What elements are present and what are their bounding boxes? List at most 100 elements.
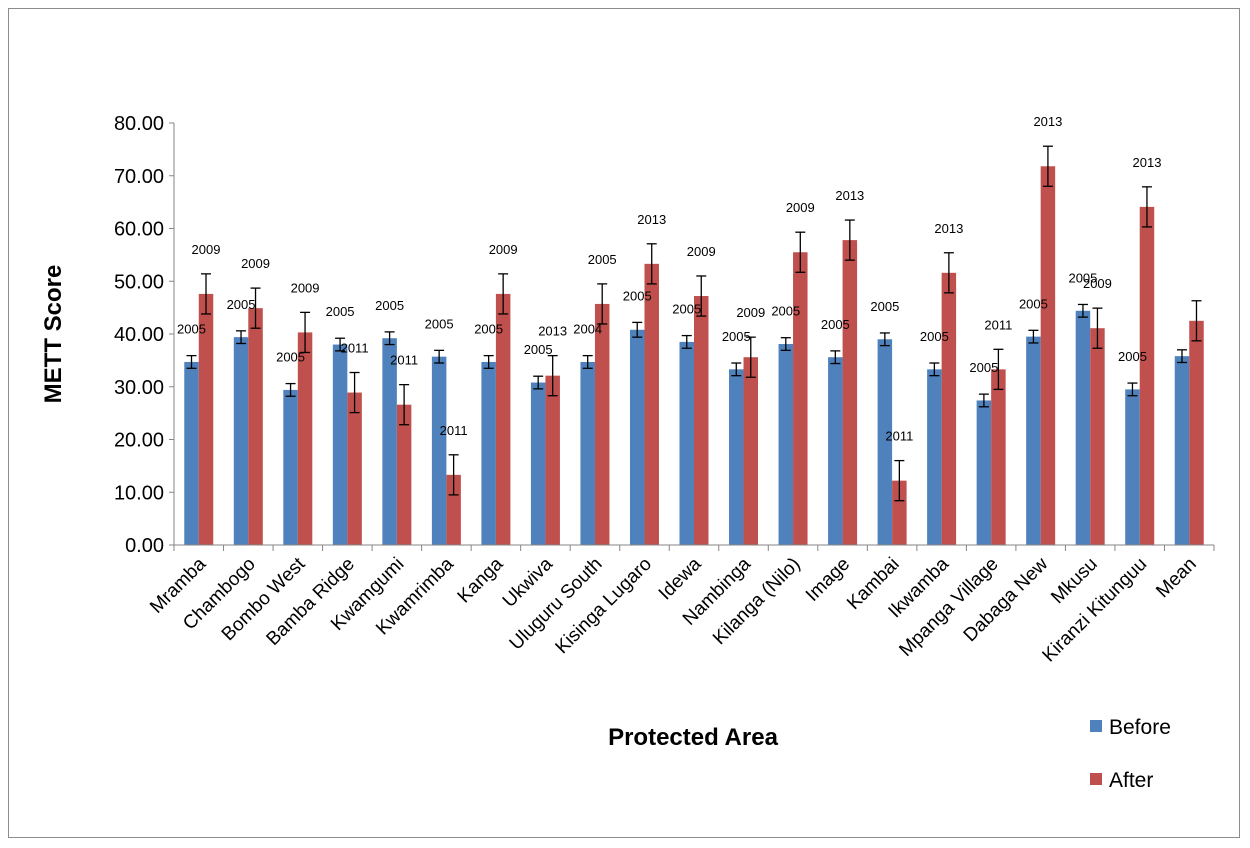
data-label-before: 2005 (771, 304, 800, 319)
data-label-after: 2009 (291, 280, 320, 295)
data-label-after: 2009 (241, 256, 270, 271)
data-label-after: 2013 (1133, 155, 1162, 170)
bar-before (927, 369, 942, 545)
bar-before (1026, 336, 1041, 545)
data-label-after: 2009 (736, 305, 765, 320)
data-label-after: 2009 (786, 200, 815, 215)
category-label: Kanga (454, 553, 508, 607)
category-label: Mean (1152, 554, 1200, 602)
bar-after (396, 404, 412, 545)
data-label-after: 2013 (538, 324, 567, 339)
error-bars (186, 145, 1202, 502)
data-label-before: 2005 (920, 329, 949, 344)
bar-before (629, 329, 645, 545)
bar-before (580, 361, 595, 545)
y-tick-label: 60.00 (114, 219, 164, 241)
data-label-before: 2004 (573, 322, 602, 337)
bar-after (842, 240, 858, 546)
y-tick-label: 0.00 (125, 535, 164, 557)
y-tick-label: 10.00 (114, 482, 164, 504)
data-label-after: 2011 (440, 423, 468, 438)
bar-after (248, 308, 263, 545)
y-axis-title: METT Score (40, 265, 67, 404)
data-label-before: 2005 (870, 299, 899, 314)
bar-before (1174, 356, 1190, 545)
bar-after (1040, 166, 1056, 545)
bar-after (941, 272, 957, 545)
bar-before (233, 337, 249, 545)
bar-before (976, 400, 992, 545)
data-label-after: 2011 (885, 429, 913, 444)
bar-after (694, 296, 709, 545)
data-label-after: 2011 (984, 317, 1012, 332)
bar-after (743, 357, 759, 545)
data-label-before: 2005 (672, 302, 701, 317)
y-tick-label: 50.00 (114, 271, 164, 293)
bar-before (877, 339, 893, 545)
legend-label-before: Before (1109, 716, 1171, 739)
chart-frame: 0.00 10.00 20.00 30.00 40.00 50.00 60.00 70.00 8… (8, 8, 1240, 838)
bar-before (184, 361, 199, 545)
data-label-before: 2005 (276, 350, 305, 365)
bar-before (679, 341, 694, 545)
data-label-before: 2005 (326, 304, 355, 319)
bar-after (892, 480, 907, 545)
legend-swatch-after (1090, 773, 1102, 785)
bar-before (828, 357, 843, 545)
data-label-before: 2005 (623, 288, 652, 303)
bar-after (594, 303, 610, 545)
bar-before (530, 382, 546, 545)
data-label-after: 2005 (588, 252, 617, 267)
data-label-before: 2005 (1118, 349, 1147, 364)
data-label-after: 2009 (192, 242, 221, 257)
data-label-before: 2005 (1019, 296, 1048, 311)
y-tick-label: 30.00 (114, 377, 164, 399)
data-label-before: 2005 (177, 322, 206, 337)
bars (184, 166, 1204, 546)
bar-before (382, 338, 397, 545)
bar-after (1139, 206, 1155, 545)
category-label: Kilanga (Nilo) (709, 554, 804, 649)
legend-label-after: After (1109, 769, 1153, 792)
bar-after (198, 293, 214, 545)
data-label-before: 2005 (969, 360, 998, 375)
data-label-before: 2005 (227, 297, 256, 312)
bar-before (332, 344, 348, 545)
data-label-before: 2005 (821, 317, 850, 332)
bar-after (991, 369, 1006, 545)
bar-after (495, 293, 511, 545)
y-tick-label: 70.00 (114, 166, 164, 188)
bar-before (431, 356, 447, 545)
x-axis-ticks (173, 545, 1215, 551)
data-label-after: 2009 (1083, 276, 1112, 291)
data-label-after: 2011 (390, 353, 418, 368)
bar-after (446, 474, 461, 545)
bar-chart: 0.00 10.00 20.00 30.00 40.00 50.00 60.00 70.00 8… (40, 113, 1215, 792)
y-tick-label: 20.00 (114, 430, 164, 452)
bar-before (778, 344, 794, 545)
data-label-after: 2011 (341, 341, 369, 356)
data-label-before: 2005 (1068, 270, 1097, 285)
bar-before (729, 369, 744, 545)
data-label-after: 2013 (1033, 114, 1062, 129)
bar-before (1125, 389, 1140, 545)
data-label-before: 2005 (474, 322, 503, 337)
data-label-after: 2009 (489, 242, 518, 257)
bar-after (297, 332, 313, 545)
data-label-before: 2005 (375, 298, 404, 313)
data-label-before: 2005 (524, 342, 553, 357)
bar-after (545, 375, 560, 545)
legend: Before After (1090, 716, 1171, 792)
x-axis-title: Protected Area (608, 724, 778, 751)
bar-after (644, 263, 659, 545)
data-label-after: 2013 (637, 212, 666, 227)
data-labels: 2005 2005 2005 2005 2005 2005 2005 2005 2004 2005… (177, 114, 1161, 443)
bar-after (1189, 320, 1204, 545)
y-axis-ticks: 0.00 10.00 20.00 30.00 40.00 50.00 60.00 70.00 8… (114, 113, 174, 557)
y-tick-label: 40.00 (114, 324, 164, 346)
data-label-after: 2013 (835, 188, 864, 203)
data-label-before: 2005 (425, 316, 454, 331)
data-label-after: 2009 (687, 244, 716, 259)
bar-after (793, 252, 808, 546)
